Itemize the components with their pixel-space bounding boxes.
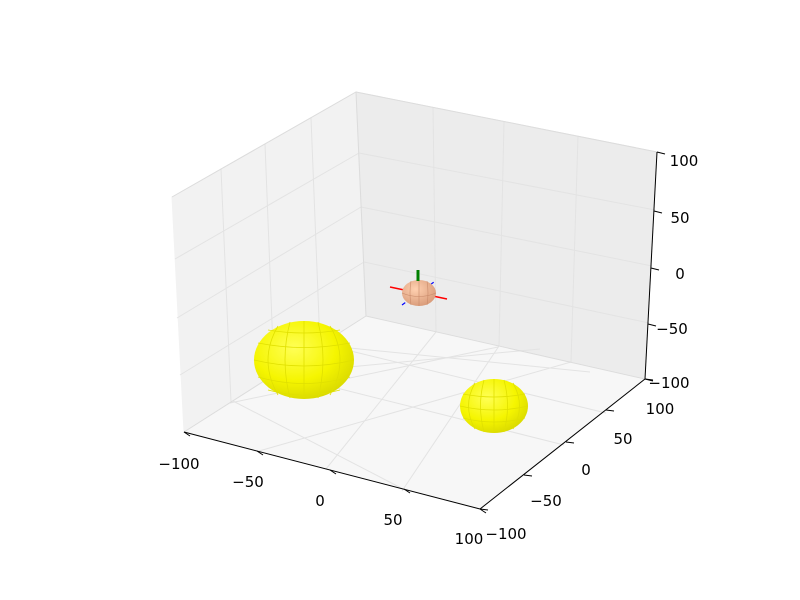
x-axis-tick-labels: −100 −50 0 50 100 (158, 455, 483, 548)
z-axis-tick-labels: −100 −50 0 50 100 (648, 152, 698, 392)
x-tick-label: −100 (158, 455, 199, 473)
x-axis-ticks (183, 431, 487, 514)
origin-marker (389, 270, 448, 306)
x-tick-label: 50 (383, 511, 402, 529)
z-tick-label: 100 (670, 152, 699, 170)
y-axis-tick-labels: −100 −50 0 50 100 (485, 400, 674, 543)
z-tick-label: −100 (648, 374, 689, 392)
y-tick-label: 100 (646, 400, 675, 418)
x-axis-line (183, 431, 481, 510)
grid-back (358, 106, 656, 363)
grid-floor (229, 331, 607, 492)
sphere-large (253, 321, 355, 399)
grid-left-horizontal (174, 152, 365, 376)
z-tick-label: −50 (656, 320, 688, 338)
sphere-small (459, 379, 529, 433)
y-tick-label: −100 (485, 525, 526, 543)
x-tick-label: 0 (315, 492, 325, 510)
x-tick-label: −50 (232, 473, 264, 491)
z-tick-label: 50 (670, 209, 689, 227)
z-tick-label: 0 (675, 265, 685, 283)
y-axis-line (479, 378, 646, 510)
y-tick-label: 0 (581, 461, 591, 479)
z-axis-line (644, 151, 658, 380)
y-tick-label: −50 (530, 492, 562, 510)
y-tick-label: 50 (613, 430, 632, 448)
x-tick-label: 100 (455, 530, 484, 548)
z-axis-ticks (644, 151, 666, 382)
